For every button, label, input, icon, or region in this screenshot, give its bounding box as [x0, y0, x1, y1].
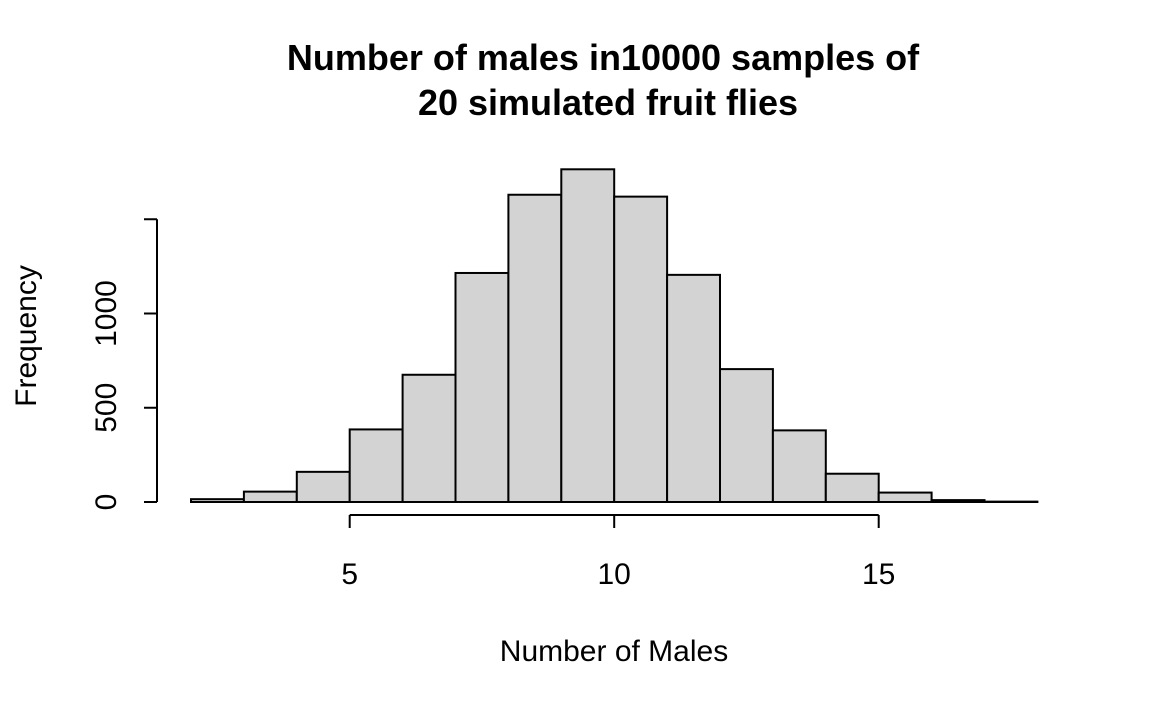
- histogram-bar-13-14: [771, 429, 827, 503]
- histogram-bar-3-4: [242, 490, 298, 504]
- x-tick-label-15: 15: [862, 558, 895, 591]
- chart-title-line-1: Number of males in10000 samples of: [287, 37, 920, 78]
- histogram-bar-8-9: [507, 193, 563, 503]
- x-axis-label: Number of Males: [500, 635, 728, 668]
- histogram-bar-14-15: [824, 472, 880, 504]
- histogram-bar-6-7: [401, 373, 457, 504]
- histogram-bar-4-5: [295, 470, 351, 503]
- histogram-bar-2-3: [190, 498, 245, 503]
- y-tick-label-0: 0: [90, 494, 123, 511]
- chart-title: Number of males in10000 samples of 20 si…: [287, 37, 929, 123]
- histogram-bar-10-11: [613, 195, 669, 503]
- x-tick-label-5: 5: [341, 558, 358, 591]
- x-tick-label-10: 10: [598, 558, 631, 591]
- y-tick-label-500: 500: [90, 383, 123, 433]
- x-axis: 5 10 15: [341, 514, 895, 591]
- histogram-bar-12-13: [719, 368, 774, 504]
- chart-title-line-2: 20 simulated fruit flies: [418, 82, 798, 123]
- histogram-bar-5-6: [348, 428, 404, 503]
- histogram-bar-9-10: [560, 168, 616, 504]
- histogram-bar-15-16: [877, 491, 933, 504]
- histogram-bar-11-12: [666, 273, 721, 504]
- bars-group: [190, 168, 1039, 504]
- y-axis-label: Frequency: [10, 265, 43, 407]
- y-axis: 0 500 1000: [90, 218, 158, 511]
- y-tick-label-1000: 1000: [90, 280, 123, 347]
- histogram-bar-7-8: [454, 271, 510, 503]
- histogram-bar-16-17: [930, 499, 986, 503]
